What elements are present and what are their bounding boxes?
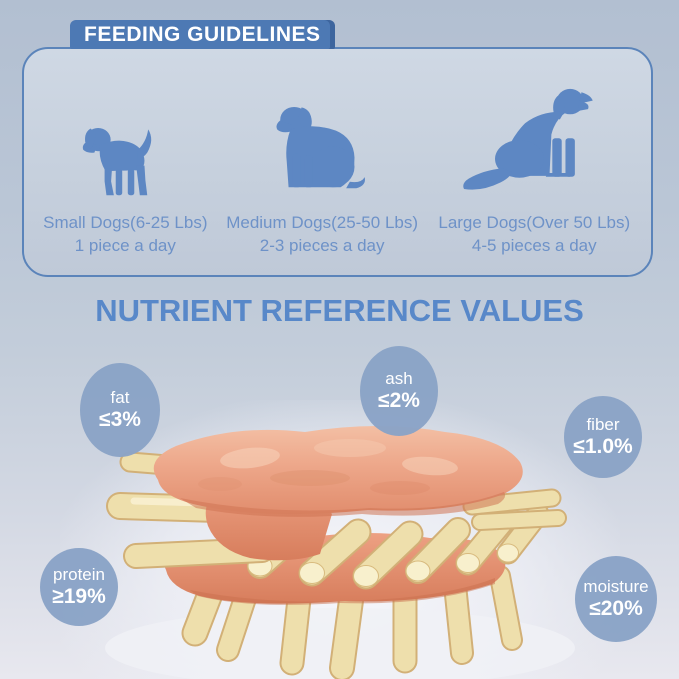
- nutrient-value: ≥19%: [52, 585, 106, 609]
- dog-amount-label: 1 piece a day: [74, 235, 176, 255]
- medium-dog-icon: [276, 106, 366, 189]
- nutrient-value: ≤2%: [378, 389, 420, 413]
- nutrient-name: protein: [53, 564, 105, 584]
- feeding-column-small: Small Dogs(6-25 Lbs) 1 piece a day: [30, 57, 221, 275]
- medium-dog-area: [221, 57, 424, 204]
- nutrient-bubble-fiber: fiber ≤1.0%: [564, 396, 642, 478]
- dog-size-label: Small Dogs(6-25 Lbs): [43, 213, 208, 232]
- nutrient-bubble-moisture: moisture ≤20%: [575, 556, 657, 642]
- nutrient-bubble-ash: ash ≤2%: [360, 346, 438, 436]
- small-dog-icon: [83, 128, 152, 196]
- nutrient-name: fat: [110, 387, 130, 407]
- large-dog-caption: Large Dogs(Over 50 Lbs) 4-5 pieces a day: [438, 212, 630, 258]
- dog-amount-label: 2-3 pieces a day: [259, 235, 385, 255]
- nutrient-heading: NUTRIENT REFERENCE VALUES: [95, 293, 584, 328]
- nutrient-value: ≤1.0%: [573, 435, 633, 459]
- feeding-guidelines-panel: Small Dogs(6-25 Lbs) 1 piece a day: [22, 47, 653, 277]
- dog-amount-label: 4-5 pieces a day: [471, 235, 597, 255]
- nutrient-name: ash: [385, 368, 413, 388]
- dog-size-label: Large Dogs(Over 50 Lbs): [438, 213, 631, 232]
- small-dog-caption: Small Dogs(6-25 Lbs) 1 piece a day: [43, 212, 207, 258]
- medium-dog-caption: Medium Dogs(25-50 Lbs) 2-3 pieces a day: [226, 212, 418, 258]
- nutrient-name: moisture: [583, 576, 649, 596]
- dog-size-label: Medium Dogs(25-50 Lbs): [226, 213, 419, 232]
- large-dog-icon: [463, 88, 593, 190]
- feeding-column-large: Large Dogs(Over 50 Lbs) 4-5 pieces a day: [424, 57, 645, 275]
- treat-illustration: [105, 426, 575, 679]
- nutrient-value: ≤20%: [589, 597, 643, 621]
- nutrient-value: ≤3%: [99, 408, 141, 432]
- small-dog-area: [30, 57, 221, 204]
- product-photo: [105, 426, 575, 679]
- feeding-guidelines-badge: FEEDING GUIDELINES: [70, 20, 335, 49]
- nutrient-name: fiber: [586, 414, 620, 434]
- large-dog-area: [424, 57, 645, 204]
- nutrient-bubble-fat: fat ≤3%: [80, 363, 160, 457]
- feeding-column-medium: Medium Dogs(25-50 Lbs) 2-3 pieces a day: [221, 57, 424, 275]
- nutrient-bubble-protein: protein ≥19%: [40, 548, 118, 626]
